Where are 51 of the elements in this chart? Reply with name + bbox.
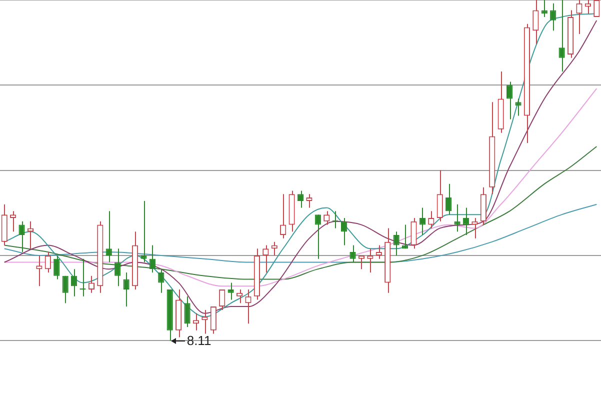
candlestick xyxy=(314,214,321,260)
candlestick xyxy=(402,224,408,250)
candlestick xyxy=(158,268,164,294)
candlestick xyxy=(462,207,470,236)
annotation: 8.11 xyxy=(186,332,212,349)
candlestick xyxy=(271,241,278,256)
candlestick xyxy=(228,282,234,300)
candlestick xyxy=(245,289,252,324)
candlestick xyxy=(472,217,478,239)
candlestick xyxy=(410,217,417,250)
candlestick xyxy=(36,254,42,287)
candlestick xyxy=(506,81,513,120)
candlestick xyxy=(454,204,460,232)
candlestick xyxy=(584,0,591,14)
candlestick xyxy=(140,200,147,263)
candlestick xyxy=(367,248,374,273)
candlestick xyxy=(436,170,443,222)
candlestick xyxy=(27,220,34,250)
candlestick xyxy=(541,0,548,18)
candlestick xyxy=(262,244,269,273)
candlestick xyxy=(192,312,200,331)
candlestick xyxy=(106,210,112,263)
candlestick xyxy=(376,244,382,260)
candlestick xyxy=(44,252,51,273)
candlestick xyxy=(306,194,312,208)
candlestick xyxy=(123,272,130,308)
candlestick xyxy=(532,0,539,45)
candlestick xyxy=(10,210,16,232)
candlestick xyxy=(576,0,582,35)
candlestick xyxy=(236,289,243,304)
candlestick xyxy=(210,306,216,334)
candlestick xyxy=(594,0,600,18)
candlestick xyxy=(219,289,226,310)
candlestick xyxy=(114,248,121,287)
candlestick xyxy=(80,258,86,297)
candlestick xyxy=(393,231,400,256)
candlestick xyxy=(18,220,25,253)
candlestick xyxy=(515,98,522,116)
candlestick xyxy=(446,183,452,216)
candlestick xyxy=(184,296,190,328)
candlestick xyxy=(341,217,348,246)
candlestick xyxy=(149,244,156,273)
candlestick xyxy=(550,2,556,32)
candlestick xyxy=(280,194,286,239)
candlestick xyxy=(558,0,565,72)
candlestick xyxy=(62,275,68,304)
candlestick xyxy=(358,254,365,270)
candlestick xyxy=(70,268,78,297)
candlestick xyxy=(54,254,60,280)
candlestick xyxy=(350,244,356,263)
candlestick xyxy=(419,207,426,236)
